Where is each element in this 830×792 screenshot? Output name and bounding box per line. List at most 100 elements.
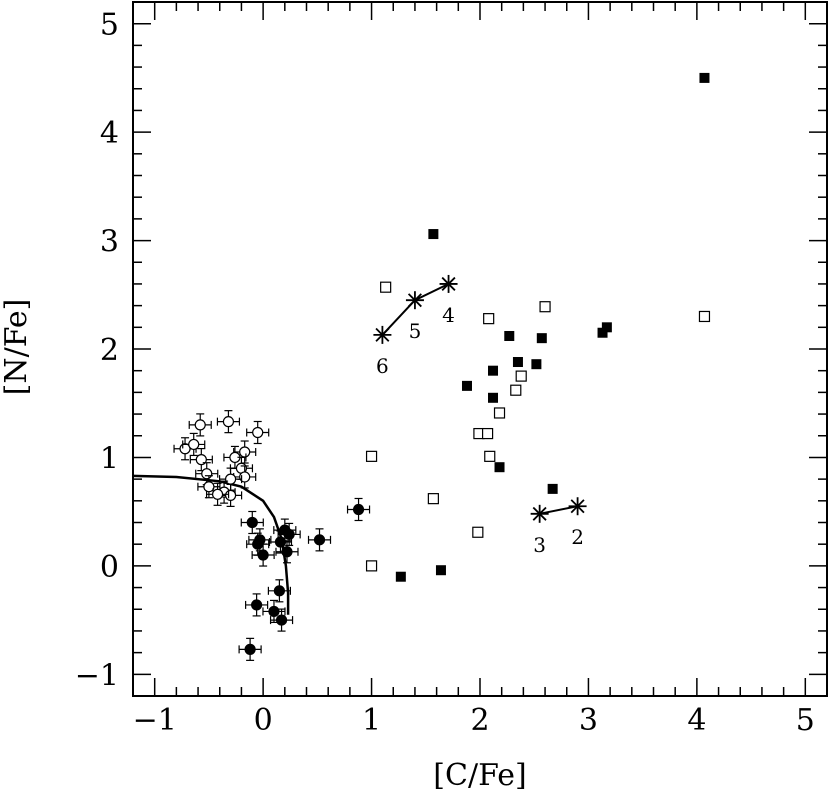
open-circle-marker — [211, 488, 224, 500]
data-point — [238, 637, 262, 661]
filled-square-marker — [395, 571, 406, 582]
data-point — [428, 229, 439, 240]
track-point-label: 4 — [442, 303, 455, 327]
y-axis-label: [N/Fe] — [0, 299, 34, 396]
filled-square-marker — [494, 462, 505, 473]
y-tick-label: 1 — [100, 441, 119, 476]
open-circle-marker — [224, 473, 237, 485]
data-point — [536, 333, 547, 344]
data-point — [698, 310, 711, 323]
y-tick-label: 3 — [100, 225, 119, 260]
filled-circle-marker — [254, 534, 266, 546]
model-tracks: 654 3 2 — [373, 274, 587, 557]
x-axis-label: [C/Fe] — [433, 758, 526, 792]
data-points — [173, 72, 711, 661]
data-point — [515, 370, 527, 382]
filled-square-marker — [512, 357, 523, 368]
data-point — [205, 482, 230, 506]
asterisk-marker — [405, 291, 424, 310]
filled-circle-marker — [313, 534, 326, 546]
asterisk-marker — [439, 274, 458, 293]
open-square-marker — [427, 493, 439, 505]
model-curve-layer — [132, 474, 290, 615]
open-square-marker — [380, 281, 392, 293]
data-point — [395, 571, 406, 582]
data-point — [427, 493, 439, 505]
open-circle-marker — [239, 446, 251, 458]
filled-circle-marker — [268, 605, 280, 618]
filled-circle-marker — [274, 536, 287, 548]
x-tick-label: 2 — [470, 703, 489, 738]
asterisk-marker — [568, 497, 587, 516]
open-square-marker — [698, 310, 711, 323]
data-point — [346, 497, 371, 522]
filled-square-marker — [488, 365, 499, 376]
filled-square-marker — [488, 392, 499, 403]
data-point — [188, 413, 212, 437]
data-point — [380, 281, 392, 293]
filled-circle-marker — [281, 546, 293, 558]
open-square-marker — [472, 526, 484, 538]
data-point — [494, 462, 505, 473]
model-track-line — [539, 505, 578, 515]
data-point — [699, 72, 710, 83]
filled-square-marker — [504, 330, 515, 341]
filled-square-marker — [699, 72, 710, 83]
x-tick-label: 1 — [362, 703, 381, 738]
data-point — [245, 593, 269, 617]
data-point — [488, 365, 499, 376]
open-square-marker — [483, 313, 495, 325]
asterisk-stroke — [570, 499, 585, 514]
asterisk-stroke — [532, 506, 547, 521]
filled-square-marker — [435, 565, 446, 576]
open-square-marker — [510, 384, 522, 396]
filled-circle-marker — [279, 524, 291, 536]
data-point — [216, 410, 241, 434]
x-tick-label: 4 — [687, 703, 706, 738]
open-circle-marker — [203, 481, 215, 493]
data-point — [435, 565, 446, 576]
data-point — [601, 322, 612, 333]
asterisk-stroke — [407, 293, 422, 308]
filled-square-marker — [547, 483, 558, 494]
filled-circle-marker — [251, 599, 263, 611]
data-point — [504, 330, 515, 341]
data-point — [365, 560, 378, 572]
asterisk-marker — [373, 325, 392, 344]
y-tick-label: 5 — [100, 8, 119, 43]
track-point-label: 2 — [571, 525, 584, 549]
data-point — [484, 450, 496, 462]
model-curve — [132, 474, 290, 615]
filled-square-marker — [531, 359, 542, 370]
data-point — [195, 462, 219, 486]
open-circle-marker — [222, 416, 235, 428]
data-point — [483, 313, 495, 325]
open-circle-marker — [188, 438, 200, 451]
data-point — [512, 357, 523, 368]
filled-circle-marker — [244, 643, 256, 655]
data-point — [267, 579, 291, 603]
filled-square-marker — [536, 333, 547, 344]
filled-square-marker — [428, 229, 439, 240]
asterisk-marker — [530, 504, 549, 523]
filled-circle-marker — [246, 516, 258, 529]
x-tick-label: 0 — [254, 703, 273, 738]
open-square-marker — [481, 427, 494, 440]
data-point — [472, 526, 484, 538]
open-circle-marker — [224, 489, 237, 501]
filled-square-marker — [461, 380, 472, 391]
open-square-marker — [515, 370, 527, 382]
data-point — [531, 359, 542, 370]
open-circle-marker — [201, 468, 213, 480]
open-square-marker — [539, 301, 551, 313]
track-point-label: 5 — [409, 319, 422, 343]
filled-circle-marker — [273, 585, 285, 597]
data-point — [223, 445, 247, 470]
asterisk-stroke — [375, 327, 390, 342]
open-square-marker — [484, 450, 496, 462]
data-point — [547, 483, 558, 494]
x-tick-label: 5 — [796, 703, 815, 738]
data-point — [365, 450, 378, 462]
data-point — [510, 384, 522, 396]
